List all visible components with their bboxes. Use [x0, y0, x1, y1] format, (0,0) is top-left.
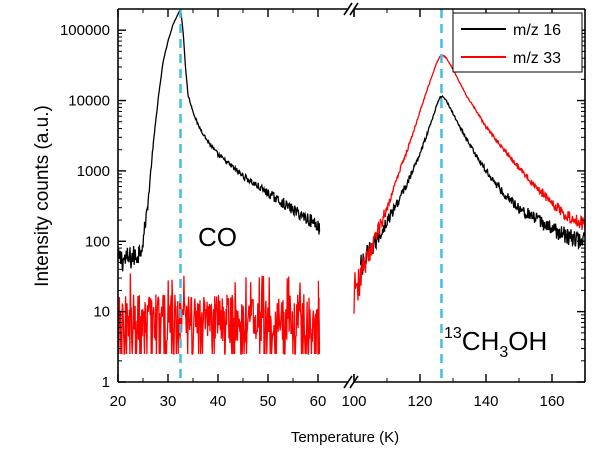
series-layer [118, 9, 585, 355]
annotation-co: CO [198, 222, 237, 252]
x-axis: 20 30 40 50 60 100 120 140 160 [110, 9, 586, 410]
plot-frame [117, 8, 586, 383]
legend-label-mz33: m/z 33 [513, 50, 561, 67]
axis-break-mark-bottom-1 [343, 375, 353, 389]
x-tick-label-40: 40 [210, 393, 227, 410]
y-tick-label-10000: 10000 [68, 93, 110, 110]
x-tick-label-140: 140 [473, 393, 498, 410]
legend-box [452, 12, 583, 73]
legend-label-mz16: m/z 16 [513, 22, 561, 39]
x-tick-label-30: 30 [160, 393, 177, 410]
x-axis-label: Temperature (K) [291, 429, 399, 446]
annotation-13ch3oh: 13CH3OH [444, 325, 547, 361]
x-tick-label-120: 120 [407, 393, 432, 410]
series-mz16-segment-2 [359, 94, 585, 275]
annotation-oh: OH [508, 326, 547, 356]
x-tick-label-20: 20 [110, 393, 127, 410]
series-mz33-segment-1 [118, 273, 321, 355]
annotation-sup-13: 13 [444, 325, 462, 342]
reference-lines [179, 9, 443, 382]
legend: m/z 16 m/z 33 [452, 12, 583, 73]
series-mz33-segment-2 [353, 54, 585, 314]
y-tick-label-100: 100 [85, 233, 110, 250]
x-tick-label-100: 100 [341, 393, 366, 410]
y-tick-label-1: 1 [102, 374, 110, 391]
y-tick-label-1000: 1000 [77, 163, 110, 180]
y-axis: 1 10 100 1000 10000 100000 [60, 22, 585, 391]
annotation-sub-3: 3 [499, 344, 508, 361]
axis-break-mark-top-1 [343, 2, 353, 16]
x-tick-label-50: 50 [260, 393, 277, 410]
annotation-ch: CH [462, 326, 500, 356]
axis-break [343, 2, 359, 389]
x-tick-label-160: 160 [539, 393, 564, 410]
x-tick-label-60: 60 [310, 393, 327, 410]
series-mz16-segment-1 [118, 9, 321, 272]
y-axis-label: Intensity counts (a.u.) [32, 105, 53, 287]
y-tick-label-10: 10 [93, 304, 110, 321]
y-tick-label-100000: 100000 [60, 22, 110, 39]
